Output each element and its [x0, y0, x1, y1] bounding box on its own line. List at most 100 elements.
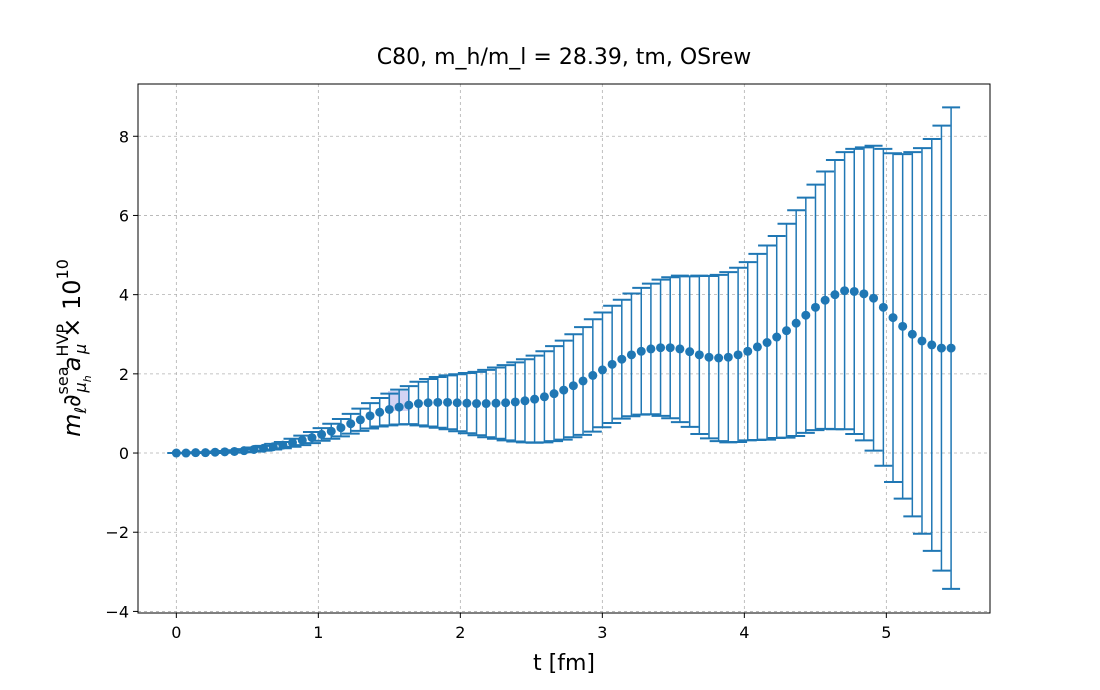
- y-axis-label-part: μ: [71, 344, 90, 355]
- y-axis-label: mℓ∂seaμhaHVPμ× 1010: [53, 259, 94, 437]
- data-point: [375, 407, 385, 417]
- y-tick-label: 6: [119, 206, 129, 225]
- data-point: [229, 446, 239, 456]
- data-point: [675, 344, 685, 354]
- data-point: [249, 444, 259, 454]
- x-tick-label: 3: [597, 623, 607, 642]
- y-axis-label-part: μ: [71, 382, 90, 393]
- x-tick-label: 4: [739, 623, 749, 642]
- y-axis-label-part: ℓ: [71, 407, 90, 415]
- data-point: [210, 447, 220, 457]
- data-point: [810, 302, 820, 312]
- data-point: [946, 343, 956, 353]
- data-point: [472, 399, 482, 409]
- data-point: [791, 318, 801, 328]
- data-point: [888, 313, 898, 323]
- x-tick-label: 0: [171, 623, 181, 642]
- data-point: [859, 289, 869, 299]
- data-point: [617, 354, 627, 364]
- data-point: [917, 336, 927, 346]
- data-point: [636, 346, 646, 356]
- y-axis-label-part: × 10: [58, 279, 86, 337]
- data-point: [384, 404, 394, 414]
- data-point: [936, 343, 946, 353]
- y-tick-label: −2: [105, 523, 129, 542]
- x-tick-label: 1: [313, 623, 323, 642]
- data-point: [317, 429, 327, 439]
- data-point: [869, 293, 879, 303]
- data-point: [607, 359, 617, 369]
- data-point: [714, 353, 724, 363]
- plot-frame: [137, 83, 991, 614]
- data-point: [404, 400, 414, 410]
- data-point: [665, 343, 675, 353]
- data-point: [694, 350, 704, 360]
- x-tick-label: 5: [881, 623, 891, 642]
- data-point: [723, 352, 733, 362]
- data-point: [326, 426, 336, 436]
- y-tick-label: 4: [119, 286, 129, 305]
- data-point: [307, 433, 317, 443]
- data-point: [413, 399, 423, 409]
- data-point: [530, 394, 540, 404]
- y-axis-label-part: sea: [53, 366, 72, 394]
- y-axis-label-part: 10: [53, 259, 72, 279]
- data-point: [452, 398, 462, 408]
- data-point: [927, 340, 937, 350]
- data-point: [840, 286, 850, 296]
- data-point: [646, 344, 656, 354]
- data-point: [549, 389, 559, 399]
- y-axis-label-part: ∂: [58, 394, 86, 406]
- data-point: [733, 350, 743, 360]
- y-tick-label: 0: [119, 444, 129, 463]
- data-point: [365, 411, 375, 421]
- data-point: [656, 343, 666, 353]
- y-axis-label-part: h: [81, 375, 94, 382]
- data-point: [597, 365, 607, 375]
- data-point: [297, 435, 307, 445]
- data-point: [220, 447, 230, 457]
- data-point: [278, 440, 288, 450]
- data-point: [510, 397, 520, 407]
- data-point: [578, 376, 588, 386]
- data-point: [433, 397, 443, 407]
- data-point: [239, 446, 249, 456]
- data-point: [259, 443, 269, 453]
- data-point: [878, 302, 888, 312]
- data-point: [830, 290, 840, 300]
- data-point: [588, 370, 598, 380]
- data-point: [346, 419, 356, 429]
- data-point: [355, 415, 365, 425]
- y-tick-label: 2: [119, 365, 129, 384]
- data-point: [820, 295, 830, 305]
- data-point: [181, 448, 191, 458]
- data-point: [501, 398, 511, 408]
- data-point: [685, 347, 695, 357]
- data-point: [171, 448, 181, 458]
- data-point: [752, 342, 762, 352]
- data-point: [898, 321, 908, 331]
- data-point: [491, 398, 501, 408]
- data-point: [423, 398, 433, 408]
- data-point: [443, 397, 453, 407]
- data-point: [626, 350, 636, 360]
- x-axis-label: t [fm]: [533, 651, 595, 676]
- data-point: [568, 381, 578, 391]
- y-axis-label-part: m: [58, 413, 86, 436]
- data-point: [287, 438, 297, 448]
- y-axis-label-part: HVP: [53, 324, 72, 357]
- data-point: [539, 392, 549, 402]
- data-point: [559, 385, 569, 395]
- x-tick-label: 2: [455, 623, 465, 642]
- data-point: [762, 338, 772, 348]
- data-point: [772, 332, 782, 342]
- data-point: [849, 286, 859, 296]
- data-point: [801, 310, 811, 320]
- y-tick-label: −4: [105, 602, 129, 621]
- data-point: [462, 398, 472, 408]
- chart-title: C80, m_h/m_l = 28.39, tm, OSrew: [377, 45, 751, 70]
- data-point: [191, 448, 201, 458]
- data-point: [743, 346, 753, 356]
